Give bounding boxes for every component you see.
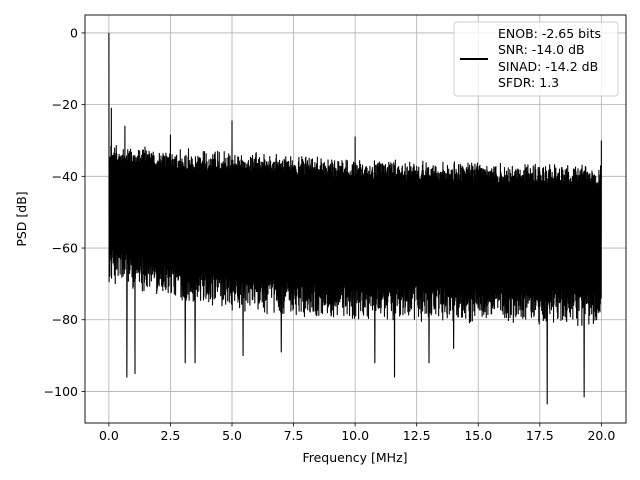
x-tick-label: 2.5 [161,428,181,443]
y-tick-label: −20 [52,97,78,112]
legend-snr: SNR: -14.0 dB [498,42,585,57]
x-tick-label: 17.5 [526,428,554,443]
legend-enob: ENOB: -2.65 bits [498,26,601,41]
psd-line [108,32,602,405]
y-axis-ticks: 0 −20 −40 −60 −80 −100 [44,25,85,399]
y-tick-label: −80 [52,312,78,327]
legend-sinad: SINAD: -14.2 dB [498,59,598,74]
x-tick-label: 20.0 [587,428,615,443]
x-axis-ticks: 0.0 2.5 5.0 7.5 10.0 12.5 15.0 17.5 20.0 [99,423,615,443]
legend: ENOB: -2.65 bits SNR: -14.0 dB SINAD: -1… [453,21,619,97]
y-tick-label: −40 [52,169,78,184]
x-tick-label: 0.0 [99,428,119,443]
y-tick-label: 0 [70,25,78,40]
y-tick-label: −100 [44,384,78,399]
x-axis-label: Frequency [MHz] [302,450,407,465]
x-tick-label: 12.5 [403,428,431,443]
x-tick-label: 10.0 [341,428,369,443]
legend-sfdr: SFDR: 1.3 [498,75,559,90]
psd-series [108,32,602,405]
y-tick-label: −60 [52,241,78,256]
legend-box [453,21,619,97]
x-tick-label: 15.0 [464,428,492,443]
x-tick-label: 5.0 [222,428,242,443]
y-axis-label: PSD [dB] [14,191,29,246]
x-tick-label: 7.5 [284,428,304,443]
